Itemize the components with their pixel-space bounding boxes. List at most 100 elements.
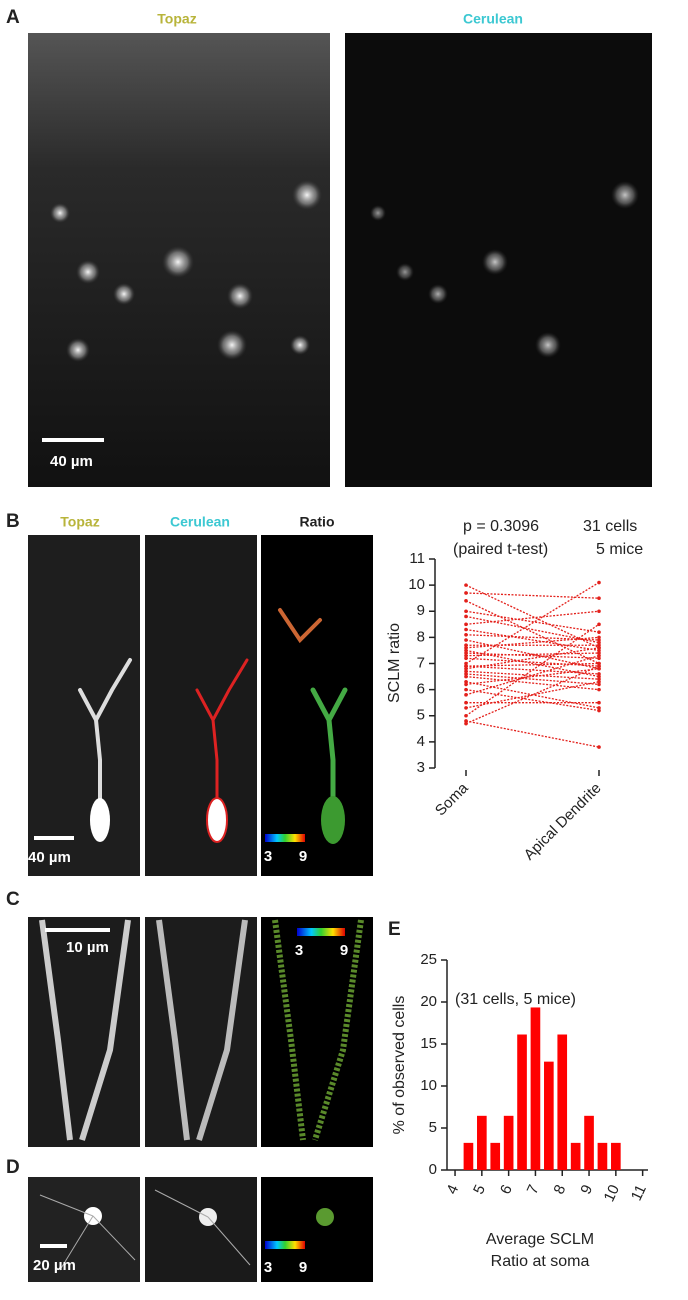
point — [464, 682, 468, 687]
point — [597, 687, 601, 692]
pair-line — [465, 665, 600, 725]
point — [597, 745, 601, 749]
point — [597, 648, 601, 653]
x-tick-label: 9 — [577, 1182, 596, 1197]
bar — [584, 1115, 594, 1170]
point — [597, 609, 601, 614]
point — [464, 651, 468, 655]
y-tick-label: 11 — [409, 550, 425, 567]
cells — [50, 180, 639, 362]
x-tick-label: 11 — [628, 1182, 650, 1203]
point — [464, 700, 468, 705]
point — [464, 661, 468, 666]
annotation: (paired t-test) — [453, 541, 548, 558]
pair-line — [465, 652, 600, 657]
y-tick-label: 20 — [420, 993, 437, 1010]
pair-line — [465, 655, 600, 696]
y-tick-label: 15 — [420, 1035, 437, 1052]
bar — [544, 1061, 554, 1170]
pair-line — [465, 647, 600, 670]
dendrites — [39, 919, 364, 1141]
point — [597, 679, 601, 684]
bar — [557, 1034, 568, 1170]
pair-line — [465, 657, 600, 667]
channel-label: Ratio — [300, 514, 335, 530]
colorbar-label: 9 — [299, 1259, 307, 1276]
point — [597, 638, 601, 642]
micrograph — [28, 1177, 140, 1282]
colorbar — [265, 834, 305, 842]
panel-label: C — [6, 889, 20, 910]
pair-line — [465, 673, 600, 686]
channel-label: Topaz — [157, 11, 196, 27]
point — [464, 713, 468, 718]
point — [464, 648, 468, 653]
point — [597, 580, 601, 585]
micrograph — [28, 535, 140, 876]
point — [464, 687, 468, 692]
point — [597, 640, 601, 645]
point — [597, 666, 601, 671]
point — [464, 672, 468, 676]
x-axis-label: Ratio at soma — [491, 1253, 590, 1270]
x-tick-label: Soma — [432, 779, 472, 819]
pair-line — [465, 610, 600, 625]
channel-label: Topaz — [60, 514, 99, 530]
point — [464, 666, 468, 671]
point — [597, 706, 601, 710]
y-tick-label: 5 — [429, 1119, 437, 1136]
point — [597, 635, 601, 640]
point — [464, 719, 468, 723]
neuron — [78, 608, 348, 844]
pair-line — [465, 610, 600, 633]
point — [464, 669, 468, 674]
point — [597, 643, 601, 648]
pair-line — [465, 720, 600, 748]
x-tick-label: Apical Dendrite — [521, 780, 605, 864]
bar — [517, 1034, 527, 1170]
point — [597, 630, 601, 634]
pair-line — [465, 592, 600, 599]
point — [597, 700, 601, 705]
x-tick-label: 6 — [497, 1182, 516, 1197]
colorbar-label: 9 — [299, 848, 307, 865]
channel-label: Cerulean — [170, 514, 230, 530]
point — [597, 661, 601, 666]
point — [464, 638, 468, 642]
channel-label: Cerulean — [463, 11, 523, 27]
y-tick-label: 9 — [417, 602, 425, 619]
point — [464, 614, 468, 619]
bar — [490, 1142, 501, 1170]
point — [464, 609, 468, 614]
point — [464, 693, 468, 697]
bar — [477, 1115, 487, 1170]
scale-bar-label: 40 µm — [28, 849, 71, 866]
y-axis-label: SCLM ratio — [386, 623, 403, 703]
y-tick-label: 8 — [417, 628, 425, 645]
pair-line — [465, 634, 600, 641]
pair-line — [465, 652, 600, 659]
micrograph — [261, 1177, 373, 1282]
annotation: p = 0.3096 — [463, 518, 539, 535]
bar — [597, 1142, 608, 1170]
x-axis-label: Average SCLM — [486, 1231, 594, 1248]
pair-line — [465, 668, 600, 686]
bar — [530, 1007, 541, 1170]
soma — [39, 1189, 334, 1271]
annotation: 31 cells — [583, 518, 637, 535]
point — [597, 646, 601, 650]
point — [464, 622, 468, 627]
panel-label: E — [388, 919, 401, 940]
y-tick-label: 4 — [417, 733, 425, 750]
pair-line — [465, 581, 600, 665]
x-tick-label: 7 — [524, 1182, 543, 1197]
panel-label: A — [6, 7, 20, 28]
y-tick-label: 6 — [417, 681, 425, 698]
pair-line — [465, 600, 600, 665]
y-tick-label: 0 — [429, 1161, 437, 1178]
annotation: (31 cells, 5 mice) — [455, 991, 576, 1008]
point — [464, 646, 468, 650]
y-tick-label: 3 — [417, 759, 425, 776]
point — [597, 651, 601, 655]
micrograph — [145, 535, 257, 876]
